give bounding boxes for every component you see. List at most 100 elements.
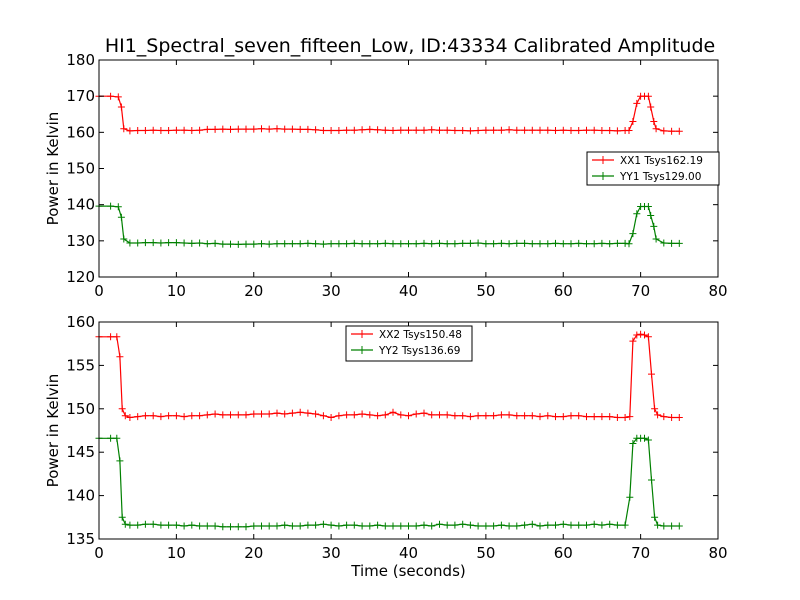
x-tick-label: 20 xyxy=(244,544,263,562)
data-point xyxy=(521,412,529,420)
figure-title: HI1_Spectral_seven_fifteen_Low, ID:43334… xyxy=(105,35,715,57)
x-tick-label: 50 xyxy=(476,544,495,562)
data-point xyxy=(443,240,451,248)
data-point xyxy=(397,240,405,248)
data-point xyxy=(654,411,662,419)
data-point xyxy=(528,126,536,134)
data-point xyxy=(157,521,165,529)
data-point xyxy=(141,127,149,134)
data-point xyxy=(451,412,459,420)
data-point xyxy=(288,409,296,417)
data-point xyxy=(621,521,629,529)
data-point xyxy=(644,436,652,444)
series-line-0-1 xyxy=(99,205,680,246)
data-point xyxy=(459,127,467,134)
y-tick-label: 160 xyxy=(66,123,95,141)
data-point xyxy=(227,523,234,531)
data-point xyxy=(273,522,281,530)
data-point xyxy=(389,408,397,416)
data-point xyxy=(552,413,559,421)
data-point xyxy=(211,125,219,133)
data-point xyxy=(366,240,374,248)
data-point xyxy=(134,127,142,134)
data-point xyxy=(536,522,544,530)
data-point xyxy=(397,522,405,530)
data-point xyxy=(319,412,327,420)
data-point xyxy=(312,410,320,418)
data-point xyxy=(120,125,128,133)
data-point xyxy=(196,239,204,247)
data-point xyxy=(490,522,498,530)
data-point xyxy=(327,240,335,248)
data-point xyxy=(559,413,567,421)
data-point xyxy=(598,413,606,421)
data-point xyxy=(606,413,614,421)
data-point xyxy=(606,127,614,134)
data-point xyxy=(134,239,142,247)
data-point xyxy=(118,513,126,521)
x-tick-label: 40 xyxy=(399,282,418,300)
data-point xyxy=(312,521,320,529)
data-point xyxy=(117,103,125,111)
data-point xyxy=(319,240,327,248)
data-point xyxy=(598,127,606,134)
data-point xyxy=(625,127,633,134)
data-point xyxy=(567,240,575,248)
data-point xyxy=(149,520,157,528)
data-point xyxy=(242,125,250,133)
data-point xyxy=(629,230,637,238)
data-point xyxy=(114,93,122,101)
data-point xyxy=(567,412,575,420)
legend-marker xyxy=(599,172,607,180)
data-point xyxy=(482,126,490,134)
data-point xyxy=(358,126,366,134)
data-point xyxy=(258,522,265,530)
data-point xyxy=(343,521,351,529)
data-point xyxy=(117,213,125,221)
data-point xyxy=(405,522,412,530)
data-point xyxy=(583,521,590,529)
data-point xyxy=(188,412,196,420)
data-point xyxy=(629,118,637,125)
data-point xyxy=(606,240,614,248)
data-point xyxy=(304,239,312,247)
data-point xyxy=(203,522,211,530)
y-tick-label: 180 xyxy=(66,51,95,69)
data-point xyxy=(258,125,265,133)
data-point xyxy=(250,410,258,418)
data-point xyxy=(211,239,219,247)
data-point xyxy=(490,412,498,420)
data-point xyxy=(451,521,459,529)
data-point xyxy=(466,239,474,247)
data-point xyxy=(327,127,335,134)
data-point xyxy=(490,126,498,134)
data-point xyxy=(474,522,482,530)
y-tick-label: 155 xyxy=(66,356,95,374)
data-point xyxy=(141,520,149,528)
legend-label: XX1 Tsys162.19 xyxy=(620,155,703,167)
data-point xyxy=(219,125,227,133)
data-point xyxy=(374,240,382,248)
x-tick-label: 70 xyxy=(631,544,650,562)
y-tick-label: 135 xyxy=(66,530,95,548)
data-point xyxy=(668,522,676,530)
data-point xyxy=(265,522,273,530)
data-point xyxy=(120,235,128,243)
data-point xyxy=(644,333,652,341)
data-point xyxy=(466,127,474,135)
data-point xyxy=(660,239,668,247)
data-point xyxy=(513,126,521,134)
data-point xyxy=(451,127,459,134)
y-axis-label: Power in Kelvin xyxy=(44,374,62,488)
data-point xyxy=(647,212,655,219)
data-point xyxy=(107,333,115,341)
data-point xyxy=(505,411,513,419)
data-point xyxy=(652,235,660,243)
data-point xyxy=(180,239,188,247)
data-point xyxy=(625,240,633,248)
data-point xyxy=(165,521,173,529)
data-point xyxy=(242,240,250,248)
data-point xyxy=(113,333,121,341)
plot-bottom: 0 10 20 30 40 50 60 70 80 135 140 145 150 155 160 Power… xyxy=(44,313,728,580)
data-point xyxy=(466,413,474,421)
